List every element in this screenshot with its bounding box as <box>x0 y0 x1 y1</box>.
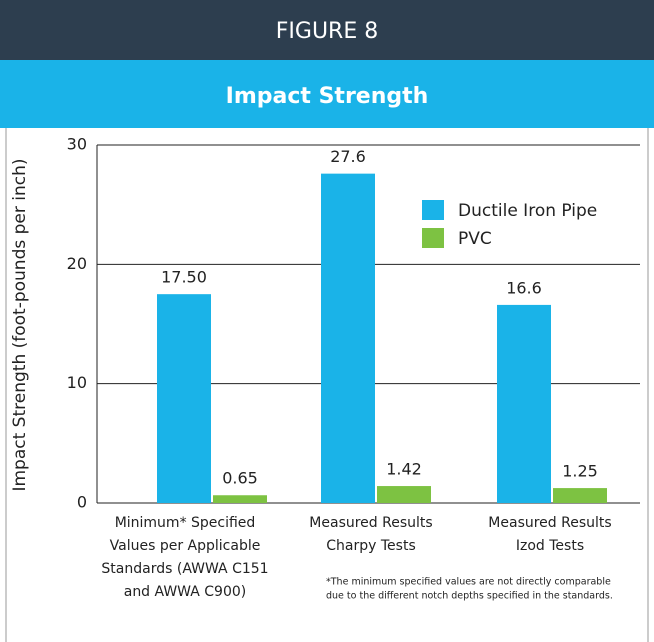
title-bar <box>0 60 654 128</box>
x-tick-label: Measured Results <box>309 515 432 531</box>
value-label: 1.42 <box>386 460 422 479</box>
bar <box>321 173 375 503</box>
chart-title: Impact Strength <box>226 84 429 109</box>
bar <box>377 486 431 503</box>
value-label: 1.25 <box>562 462 598 481</box>
y-tick-label: 30 <box>67 135 87 154</box>
value-label: 27.6 <box>330 147 366 166</box>
x-tick-label: Measured Results <box>488 515 611 531</box>
legend-swatch <box>422 228 444 248</box>
legend-label: Ductile Iron Pipe <box>458 201 597 221</box>
footnote: due to the different notch depths specif… <box>326 591 613 602</box>
x-tick-label: and AWWA C900) <box>124 584 247 600</box>
x-tick-label: Standards (AWWA C151 <box>101 561 268 577</box>
bar <box>213 495 267 503</box>
y-axis-label: Impact Strength (foot-pounds per inch) <box>10 158 30 491</box>
x-tick-label: Izod Tests <box>516 538 584 554</box>
legend-swatch <box>422 200 444 220</box>
value-label: 0.65 <box>222 469 258 488</box>
y-tick-label: 10 <box>67 373 87 392</box>
value-label: 16.6 <box>506 278 542 297</box>
x-tick-label: Charpy Tests <box>326 538 415 554</box>
x-tick-label: Values per Applicable <box>110 538 261 554</box>
legend-label: PVC <box>458 229 492 249</box>
bar <box>497 304 551 503</box>
x-tick-label: Minimum* Specified <box>115 515 256 531</box>
footnote: *The minimum specified values are not di… <box>326 577 611 588</box>
header-bar <box>0 0 654 60</box>
value-label: 17.50 <box>161 268 207 287</box>
bar <box>157 294 211 503</box>
bar <box>553 488 607 503</box>
y-tick-label: 0 <box>77 493 87 512</box>
figure-label: FIGURE 8 <box>276 19 378 44</box>
y-tick-label: 20 <box>67 254 87 273</box>
